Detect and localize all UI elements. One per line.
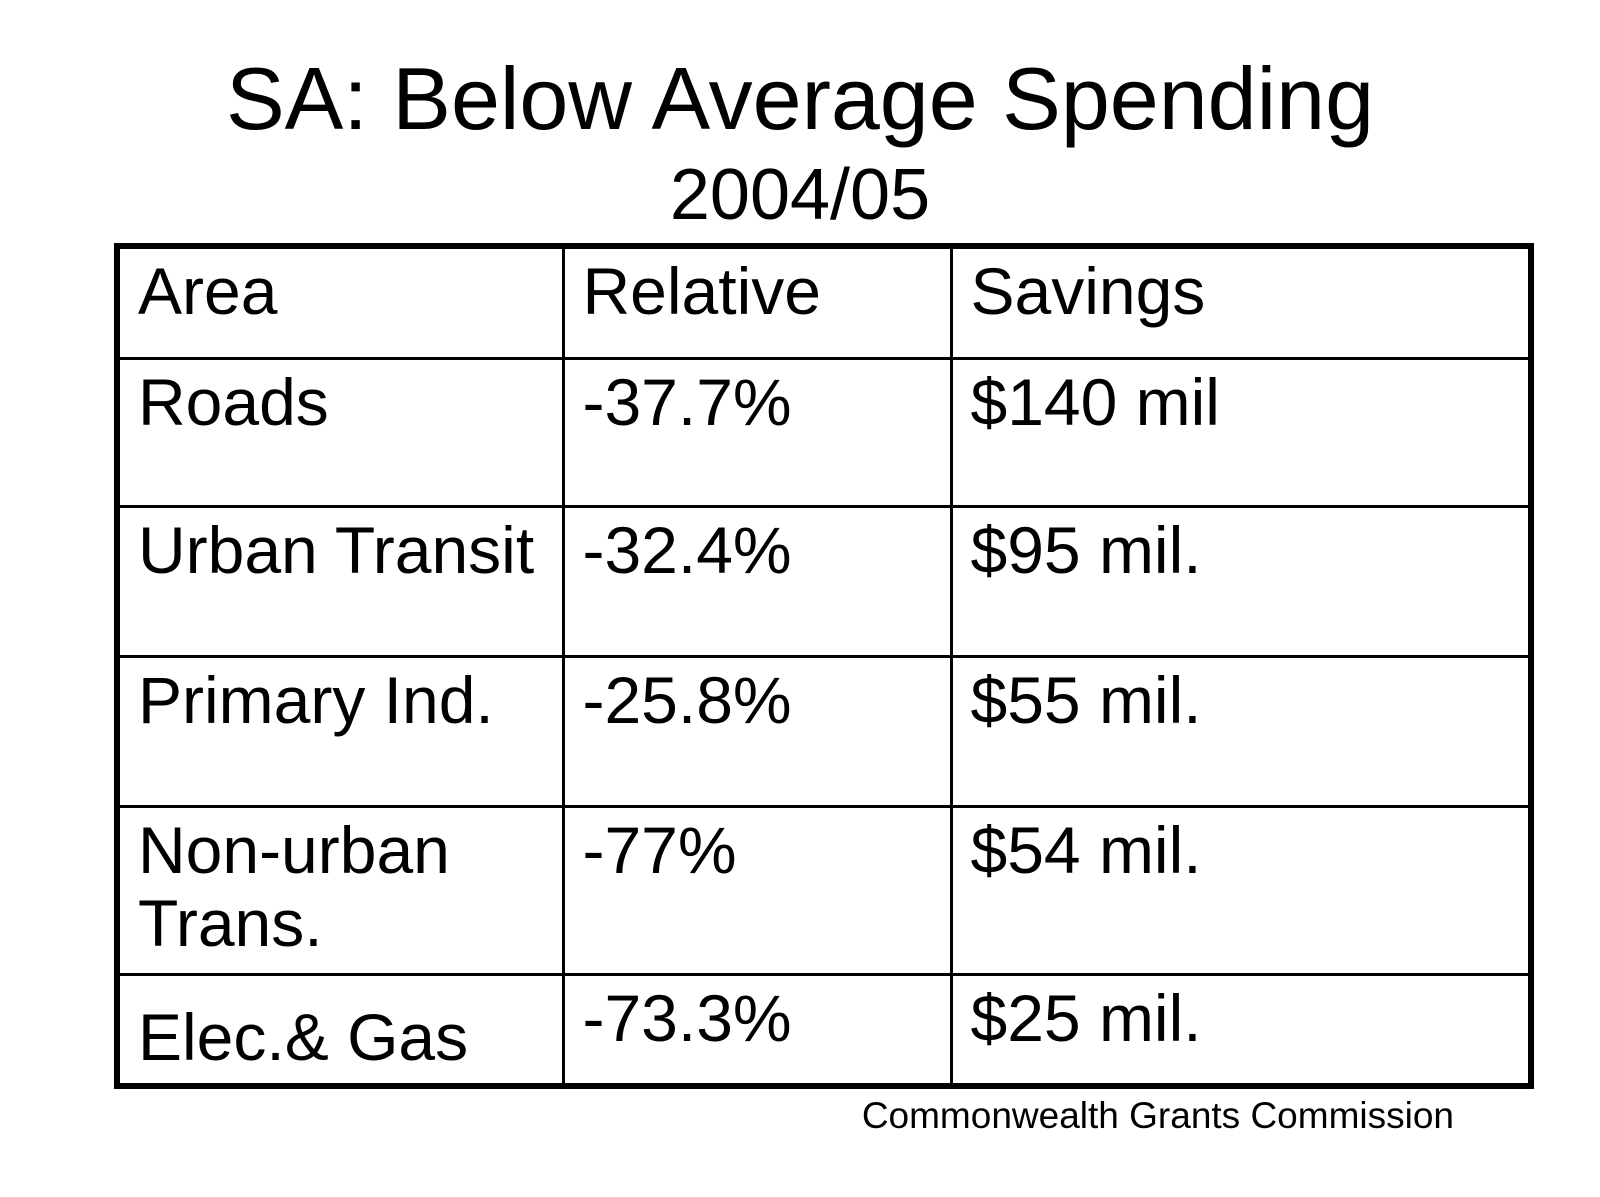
- cell-savings: $25 mil.: [949, 972, 1533, 1088]
- cell-relative: -77%: [561, 804, 953, 976]
- cell-savings: $140 mil: [949, 356, 1533, 508]
- cell-area: Elec.& Gas: [115, 972, 565, 1088]
- col-header-savings: Savings: [949, 244, 1533, 360]
- cell-area: Primary Ind.: [115, 654, 565, 808]
- cell-relative: -25.8%: [561, 654, 953, 808]
- slide-subtitle: 2004/05: [669, 154, 931, 235]
- cell-area: Non-urban Trans.: [115, 804, 565, 976]
- table-header-row: Area Relative Savings: [115, 244, 1533, 360]
- cell-area: Urban Transit: [115, 504, 565, 658]
- cell-savings: $54 mil.: [949, 804, 1533, 976]
- cell-relative: -32.4%: [561, 504, 953, 658]
- table-row: Elec.& Gas -73.3% $25 mil.: [115, 972, 1533, 1088]
- table-row: Primary Ind. -25.8% $55 mil.: [115, 654, 1533, 808]
- col-header-area: Area: [115, 244, 565, 360]
- cell-savings: $55 mil.: [949, 654, 1533, 808]
- table-row: Urban Transit -32.4% $95 mil.: [115, 504, 1533, 658]
- table-row: Roads -37.7% $140 mil: [115, 356, 1533, 508]
- cell-relative: -73.3%: [561, 972, 953, 1088]
- slide-title: SA: Below Average Spending: [225, 49, 1375, 148]
- cell-savings: $95 mil.: [949, 504, 1533, 658]
- cell-area: Roads: [115, 356, 565, 508]
- cell-relative: -37.7%: [561, 356, 953, 508]
- table-row: Non-urban Trans. -77% $54 mil.: [115, 804, 1533, 976]
- spending-table: Area Relative Savings Roads -37.7% $140 …: [114, 243, 1534, 1089]
- footer-credit: Commonwealth Grants Commission: [861, 1095, 1454, 1136]
- col-header-relative: Relative: [561, 244, 953, 360]
